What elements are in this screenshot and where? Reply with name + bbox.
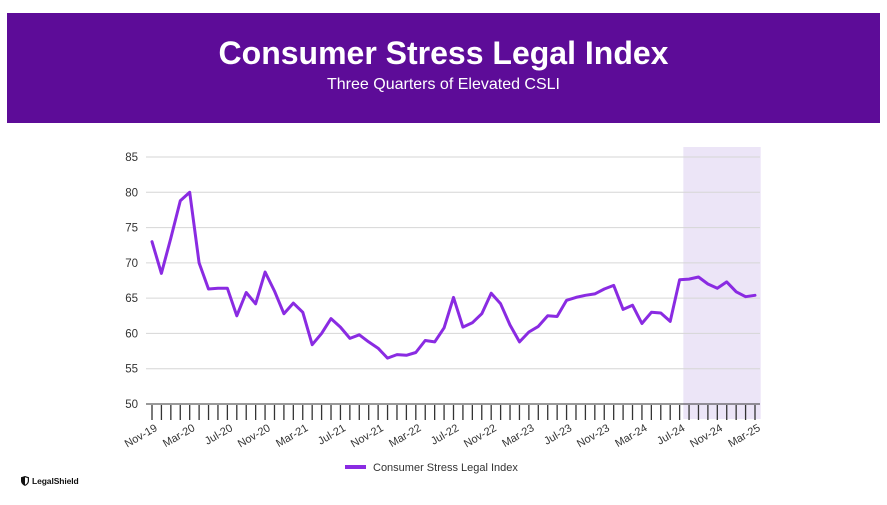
x-tick-label: Nov-21 bbox=[349, 422, 386, 450]
header-banner: Consumer Stress Legal Index Three Quarte… bbox=[7, 13, 880, 123]
x-tick-label: Nov-19 bbox=[123, 422, 160, 450]
x-tick-label: Mar-21 bbox=[274, 422, 310, 450]
x-tick-label: Nov-20 bbox=[236, 422, 273, 450]
x-tick-label: Jul-24 bbox=[655, 422, 687, 447]
y-tick-label: 55 bbox=[125, 364, 138, 376]
chart-title: Consumer Stress Legal Index bbox=[218, 35, 669, 71]
y-tick-label: 85 bbox=[125, 152, 138, 164]
y-tick-label: 50 bbox=[125, 399, 138, 411]
x-tick-label: Mar-22 bbox=[387, 422, 423, 450]
x-tick-label: Nov-24 bbox=[688, 422, 725, 450]
x-tick-label: Jul-20 bbox=[203, 422, 235, 447]
x-tick-label: Nov-22 bbox=[462, 422, 499, 450]
y-tick-label: 70 bbox=[125, 258, 138, 270]
series-line bbox=[150, 190, 757, 360]
chart-subtitle: Three Quarters of Elevated CSLI bbox=[327, 76, 560, 93]
y-tick-label: 80 bbox=[125, 187, 138, 199]
y-tick-label: 75 bbox=[125, 223, 138, 235]
x-tick-label: Mar-23 bbox=[500, 422, 536, 450]
x-tick-label: Nov-23 bbox=[575, 422, 612, 450]
x-tick-label: Jul-22 bbox=[429, 422, 461, 447]
x-tick-label: Mar-24 bbox=[613, 422, 649, 450]
brand-logo: LegalShield bbox=[21, 476, 79, 486]
x-tick-label: Mar-20 bbox=[161, 422, 197, 450]
y-tick-label: 60 bbox=[125, 328, 138, 340]
highlight-region bbox=[683, 147, 761, 419]
logo-text: LegalShield bbox=[32, 476, 79, 486]
x-tick-label: Jul-23 bbox=[542, 422, 574, 447]
legend-label: Consumer Stress Legal Index bbox=[373, 462, 518, 474]
x-tick-label: Mar-25 bbox=[726, 422, 762, 450]
y-tick-label: 65 bbox=[125, 293, 138, 305]
x-tick-label: Jul-21 bbox=[316, 422, 348, 447]
shield-icon bbox=[21, 476, 29, 486]
